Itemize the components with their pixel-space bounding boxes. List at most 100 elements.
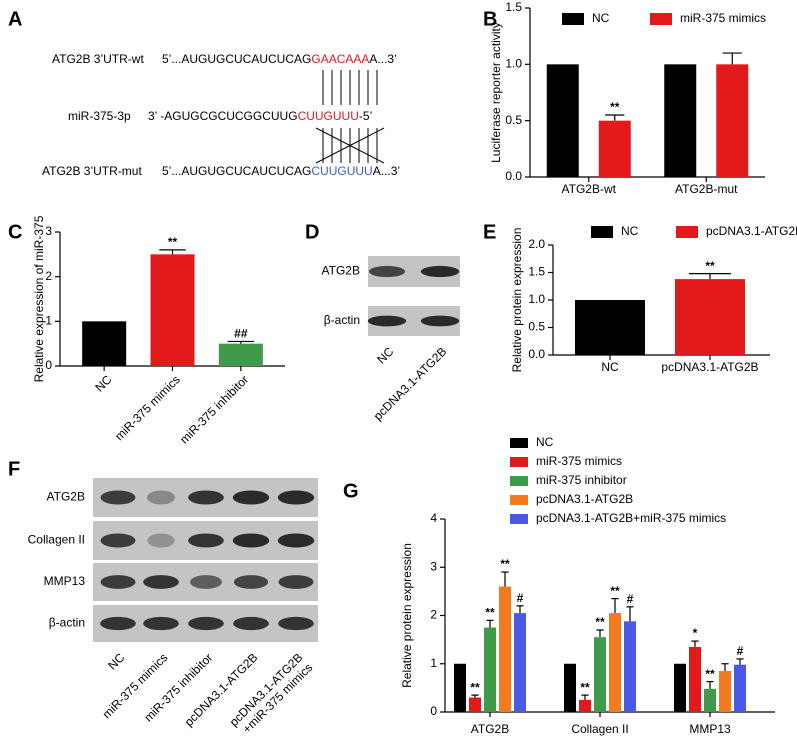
significance-label: ** [705,667,715,681]
x-tick-label: ATG2B-wt [562,182,617,196]
blot-band [278,616,314,631]
x-tick-label: ATG2B [471,722,509,736]
blot-band [100,616,136,631]
blot-band [367,315,407,327]
pairing-lines [315,70,385,164]
blot-band [188,616,224,631]
bar [734,664,746,712]
y-axis-label: Relative expression of miR-375 [32,215,46,382]
error-bar [706,681,714,689]
blot-band [233,575,269,589]
blot-band [143,616,179,631]
bar [82,321,127,366]
bar [564,663,576,712]
legend-label: NC [621,224,639,238]
legend-label: NC [592,11,610,25]
y-tick-label: 3 [430,559,437,573]
bar [689,646,701,712]
sequence-suffix: A...3’ [373,164,400,178]
blot-band [100,533,136,548]
blot-band [233,616,269,631]
bar [675,279,745,355]
bar [719,670,731,712]
panel-label: C [8,221,22,243]
blot-row-label: β-actin [324,313,360,327]
significance-label: ** [168,235,178,249]
blot-band [188,533,224,548]
blot-lane-label: NC [374,344,396,366]
panel-label: G [343,480,359,502]
legend-label: pcDNA3.1-ATG2B [536,492,633,506]
bar [514,613,526,712]
binding-site: CUUGUUU [311,164,372,178]
x-tick-label: miR-375 mimics [112,372,183,443]
y-tick-label: 0.5 [505,113,522,127]
bar [575,300,645,355]
significance-label: # [517,591,524,605]
bar [499,586,511,712]
x-tick-label: Collagen II [571,722,628,736]
x-tick-label: NC [92,372,114,394]
error-bar [689,273,731,280]
sequence-prefix: 5’...AUGUGCUCAUCUCAG [162,164,311,178]
error-bar [596,629,604,638]
bar [579,699,591,712]
blot-row-label: Collagen II [28,533,85,547]
error-bar [722,52,742,65]
significance-label: ** [610,584,620,598]
error-bar [626,606,634,622]
legend-label: miR-375 mimics [536,454,622,468]
error-bar [227,340,255,344]
blot-band [369,265,405,278]
y-tick-label: 1 [45,314,52,328]
blot-band [420,265,460,278]
y-tick-label: 1.5 [505,0,522,14]
binding-site: CUUGUUU [298,109,359,123]
blot-band [277,490,315,505]
legend-label: miR-375 mimics [680,11,766,25]
significance-label: ** [500,557,510,571]
panel-label: D [305,221,319,243]
sequence-prefix: 5’...AUGUGCUCAUCUCAG [162,52,311,66]
bar [150,254,195,366]
sequence: 5’...AUGUGCUCAUCUCAGCUUGUUUA...3’ [162,164,400,178]
bar [454,663,466,712]
legend-label: NC [536,435,554,449]
blot-row-label: ATG2B [322,264,360,278]
blot-band [188,490,224,505]
binding-site: GAACAAA [311,52,369,66]
error-bar [605,114,625,121]
sequence-label: miR-375-3p [68,109,131,123]
legend-label: pcDNA3.1-ATG2B [706,224,797,238]
y-tick-label: 2.0 [528,237,545,251]
blot-band [100,575,136,589]
y-axis-label: Relative protein expression [510,228,524,373]
significance-label: * [693,626,698,640]
x-tick-label: MMP13 [689,722,731,736]
bar [674,663,686,712]
x-tick-label: NC [601,360,619,374]
y-tick-label: 4 [430,511,437,525]
y-axis-label: Luciferase reporter activity [489,22,503,163]
error-bar [486,619,494,628]
blot-row-label: MMP13 [44,574,86,588]
blot-band [232,533,270,548]
blot-band [232,490,270,505]
bar [716,64,749,177]
bar [704,688,716,712]
significance-label: ** [705,259,715,273]
blot-band [146,490,176,505]
error-bar [736,658,744,665]
blot-band [143,575,179,589]
legend-label: pcDNA3.1-ATG2B+miR-375 mimics [536,511,726,525]
x-tick-label: pcDNA3.1-ATG2B [661,360,758,374]
error-bar [611,598,619,614]
significance-label: ** [595,615,605,629]
sequence-label: ATG2B 3’UTR-wt [52,52,144,66]
legend-swatch [510,495,528,505]
legend-swatch [510,438,528,448]
blot-band [147,533,175,548]
blot-band [420,315,460,327]
error-bar [159,249,186,255]
bar [664,64,697,177]
